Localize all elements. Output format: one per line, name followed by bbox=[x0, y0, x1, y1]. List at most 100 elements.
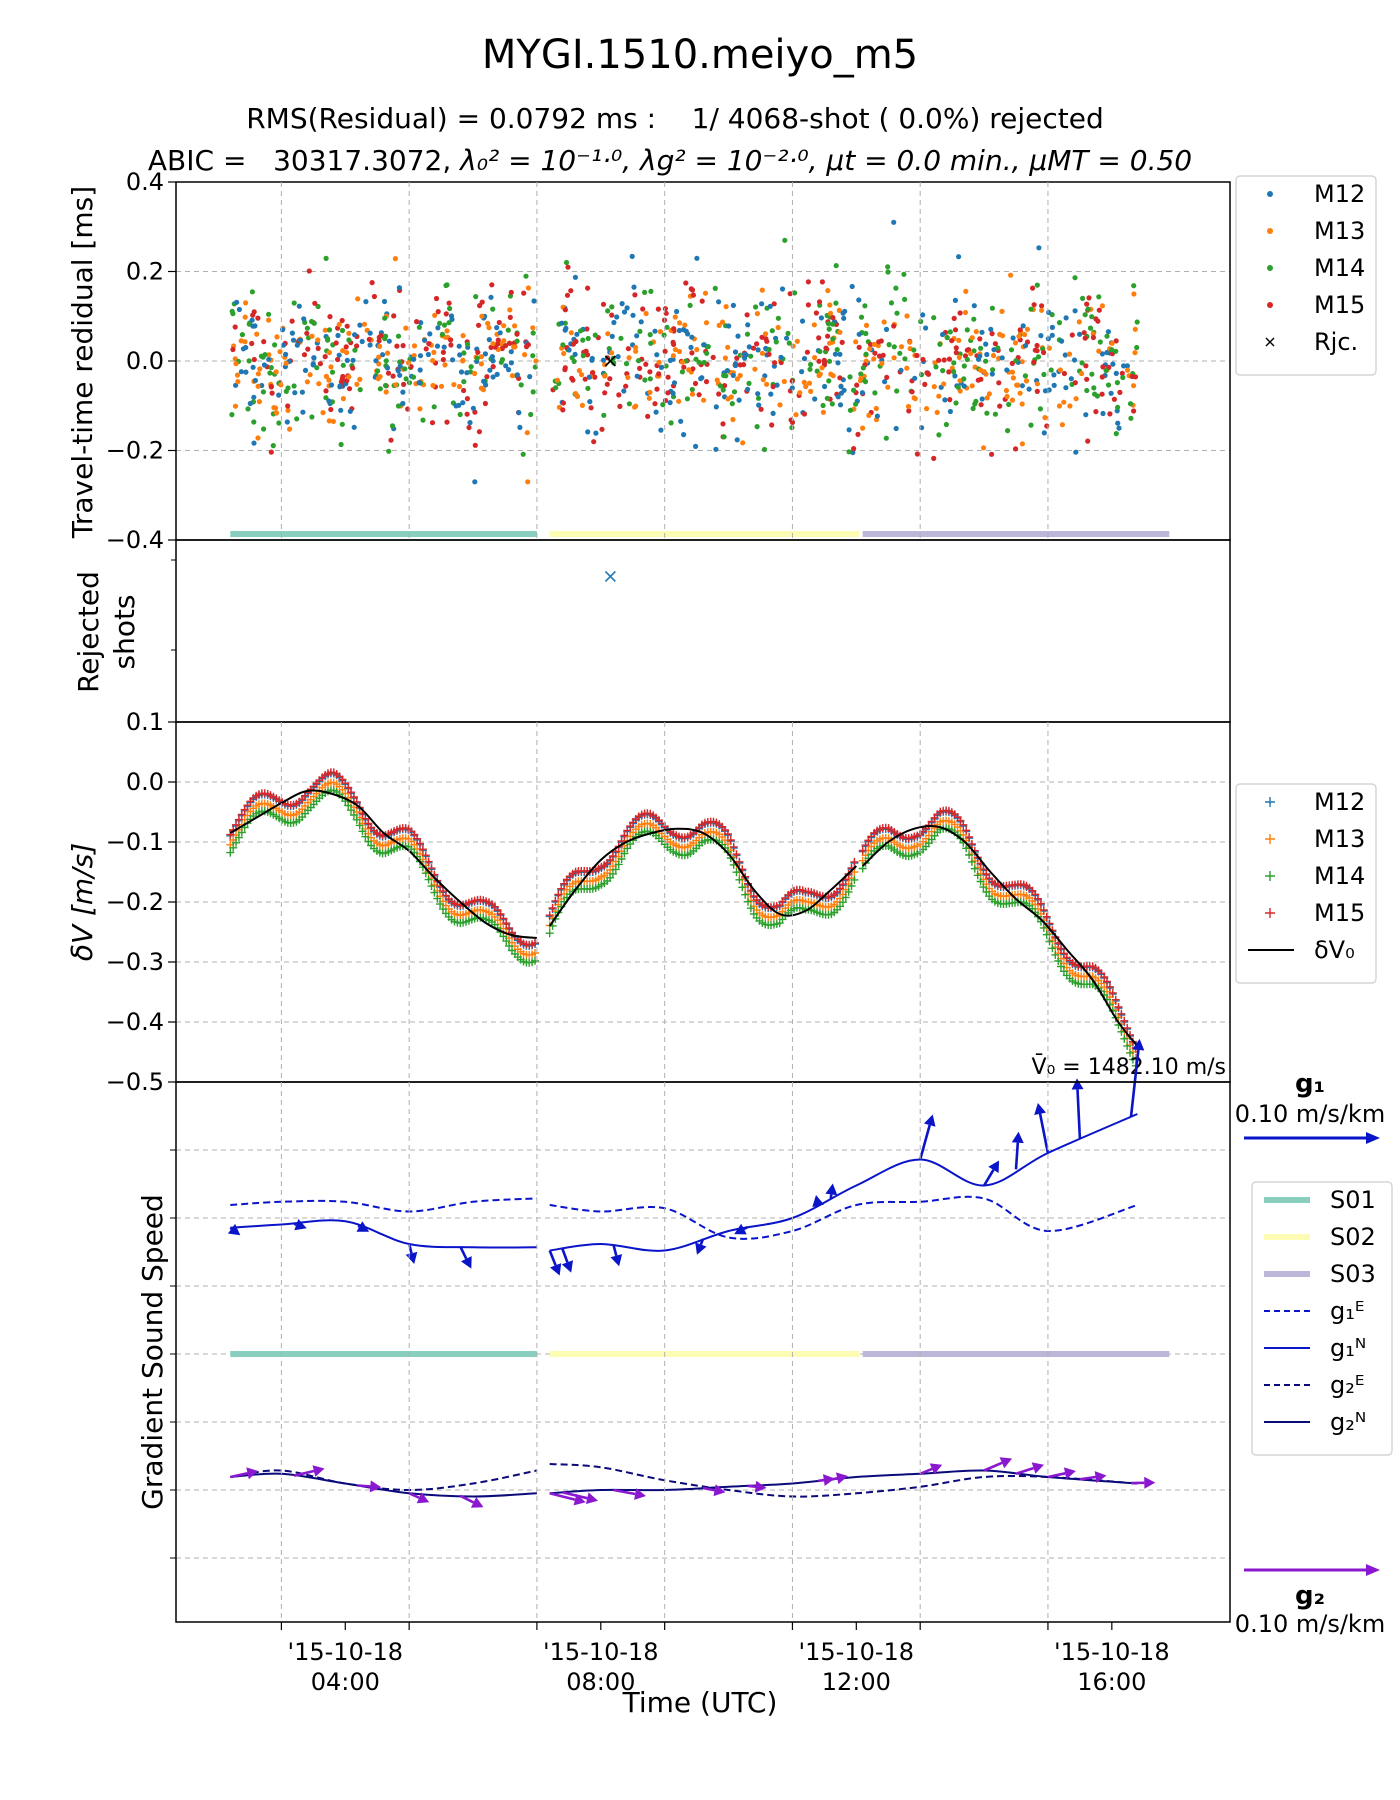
x-tick-label: '15-10-18 bbox=[799, 1638, 915, 1666]
residual-point-m15 bbox=[770, 384, 776, 390]
dv-point-m14 bbox=[967, 857, 976, 866]
dv-point-m15 bbox=[1117, 1009, 1126, 1018]
g2-arrow-head bbox=[634, 1488, 646, 1500]
residual-point-m15 bbox=[508, 289, 514, 295]
g2-arrow-head bbox=[1144, 1476, 1156, 1489]
residual-point-m15 bbox=[1107, 411, 1113, 417]
residual-point-m14 bbox=[323, 255, 329, 261]
residual-point-m15 bbox=[499, 345, 505, 352]
dv-point-m14 bbox=[430, 888, 439, 897]
mut-value: μt = 0.0 min., bbox=[825, 144, 1020, 177]
residual-point-m13 bbox=[1076, 319, 1082, 325]
residual-point-m15 bbox=[1082, 335, 1088, 341]
g1-arrow bbox=[357, 1224, 361, 1228]
rejected-panel bbox=[171, 559, 616, 651]
residual-point-m12 bbox=[1108, 390, 1114, 396]
dv-point-m15 bbox=[1100, 972, 1109, 981]
residual-point-m14 bbox=[474, 355, 480, 361]
residual-point-m15 bbox=[647, 369, 653, 375]
residual-point-m15 bbox=[514, 331, 520, 337]
residual-point-m14 bbox=[786, 340, 792, 346]
residual-point-m12 bbox=[801, 356, 808, 362]
dv-point-m15 bbox=[956, 816, 965, 825]
residual-point-m12 bbox=[508, 360, 514, 366]
residual-point-m12 bbox=[837, 351, 843, 357]
dv-point-m14 bbox=[1123, 1041, 1132, 1050]
legend-marker bbox=[1267, 191, 1273, 197]
residual-point-m13 bbox=[871, 356, 877, 362]
residual-point-m12 bbox=[338, 407, 344, 413]
legend-frame bbox=[1251, 1181, 1393, 1456]
residual-point-m15 bbox=[688, 286, 694, 292]
g2-scale-arrowhead bbox=[1366, 1564, 1380, 1576]
dv-point-m15 bbox=[413, 834, 422, 843]
residual-point-m13 bbox=[725, 344, 731, 350]
residual-point-m12 bbox=[676, 327, 683, 334]
dv-point-m14 bbox=[962, 844, 971, 853]
residual-point-m14 bbox=[971, 316, 977, 322]
g2-arrow bbox=[293, 1469, 315, 1477]
residual-point-m15 bbox=[600, 301, 607, 307]
residual-point-m15 bbox=[385, 370, 392, 376]
residual-point-m12 bbox=[1026, 386, 1032, 392]
residual-point-m14 bbox=[245, 406, 251, 412]
residual-point-m12 bbox=[1022, 343, 1029, 349]
residual-point-m12 bbox=[1020, 323, 1026, 329]
residual-point-m12 bbox=[483, 382, 489, 388]
residual-point-m12 bbox=[678, 418, 684, 424]
residual-point-m13 bbox=[376, 354, 382, 360]
residual-point-m15 bbox=[720, 421, 726, 427]
dv-point-m14 bbox=[349, 811, 358, 819]
residual-point-m14 bbox=[860, 365, 866, 371]
dv-point-m14 bbox=[611, 865, 620, 874]
residual-point-m15 bbox=[584, 326, 590, 332]
legend-marker bbox=[1265, 908, 1275, 918]
residual-point-m15 bbox=[495, 337, 501, 343]
residual-point-m12 bbox=[489, 354, 495, 360]
residual-point-m12 bbox=[1110, 361, 1116, 367]
dv-point-m14 bbox=[973, 871, 982, 880]
residual-point-m15 bbox=[423, 346, 429, 352]
residual-point-m14 bbox=[1134, 319, 1140, 325]
x-tick-label: 08:00 bbox=[566, 1668, 635, 1696]
y-tick-label: −0.4 bbox=[106, 1008, 164, 1036]
residual-point-m14 bbox=[569, 355, 575, 361]
dv-point-m15 bbox=[554, 890, 563, 899]
residual-point-m12 bbox=[1121, 363, 1127, 369]
g1-arrow-head bbox=[227, 1223, 241, 1236]
residual-point-m12 bbox=[730, 302, 737, 308]
residual-point-m13 bbox=[486, 325, 492, 331]
residual-point-m15 bbox=[662, 306, 669, 312]
residual-point-m15 bbox=[671, 341, 677, 347]
residual-point-m14 bbox=[766, 346, 772, 353]
residual-point-m13 bbox=[255, 383, 261, 389]
residual-point-m12 bbox=[357, 322, 363, 328]
residual-point-m15 bbox=[391, 313, 397, 319]
residual-point-m13 bbox=[936, 393, 942, 399]
residual-point-m15 bbox=[464, 396, 470, 402]
dv-point-m14 bbox=[1054, 957, 1063, 965]
residual-point-m12 bbox=[397, 372, 403, 378]
residual-point-m13 bbox=[858, 375, 864, 381]
legend-marker bbox=[1267, 228, 1273, 234]
g1-arrow-head bbox=[461, 1256, 472, 1269]
residual-point-m14 bbox=[1131, 283, 1137, 289]
g1-arrow-head bbox=[924, 1114, 936, 1127]
residual-point-m12 bbox=[1099, 351, 1105, 357]
residual-point-m12 bbox=[386, 338, 392, 344]
residual-point-m12 bbox=[1077, 331, 1083, 337]
residual-point-m13 bbox=[355, 296, 361, 302]
residual-point-m14 bbox=[382, 336, 388, 342]
residual-point-m14 bbox=[609, 304, 615, 310]
residual-point-m13 bbox=[759, 287, 765, 293]
dv-ylabel: δV [m/s] bbox=[66, 843, 99, 961]
residual-point-m13 bbox=[932, 360, 938, 366]
residual-point-m15 bbox=[269, 390, 275, 396]
residual-point-m15 bbox=[335, 356, 341, 363]
residual-point-m12 bbox=[755, 391, 761, 397]
residual-point-m15 bbox=[1009, 360, 1015, 366]
residual-point-m12 bbox=[614, 314, 620, 320]
residual-point-m15 bbox=[560, 400, 567, 406]
residual-point-m14 bbox=[830, 321, 836, 327]
residual-point-m13 bbox=[898, 344, 905, 350]
